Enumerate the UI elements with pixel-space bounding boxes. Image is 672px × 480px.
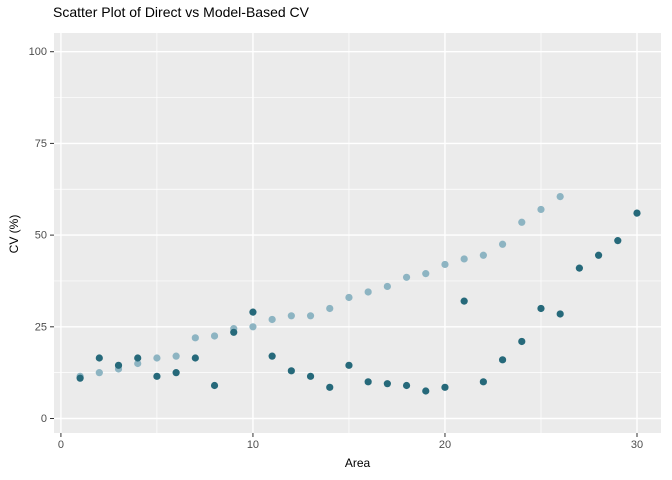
data-point-dark <box>518 337 526 346</box>
data-point-light <box>249 323 257 331</box>
data-point-dark <box>460 297 468 305</box>
data-point-light <box>191 334 199 342</box>
data-point-dark <box>383 380 391 388</box>
y-tick-label: 25 <box>35 321 47 333</box>
data-point-light <box>345 293 353 302</box>
data-point-dark <box>95 354 103 362</box>
data-point-light <box>441 260 449 269</box>
data-point-dark <box>345 361 353 369</box>
x-tick-label: 0 <box>58 439 64 451</box>
data-point-dark <box>633 209 641 217</box>
data-point-dark <box>364 378 372 386</box>
data-point-dark <box>268 352 276 360</box>
x-tick-label: 20 <box>439 439 451 451</box>
y-tick-label: 75 <box>35 138 47 150</box>
data-point-light <box>460 255 468 263</box>
data-point-dark <box>230 328 238 336</box>
y-axis-title: CV (%) <box>7 214 21 254</box>
data-point-dark <box>614 237 622 245</box>
y-tick-label: 0 <box>41 413 47 425</box>
data-point-dark <box>210 381 219 390</box>
data-point-dark <box>594 251 603 259</box>
data-point-light <box>537 205 545 214</box>
data-point-light <box>134 359 142 368</box>
data-point-dark <box>556 310 564 318</box>
data-point-dark <box>287 367 295 375</box>
data-point-light <box>306 312 315 320</box>
data-point-dark <box>422 387 430 395</box>
data-point-dark <box>441 383 449 391</box>
data-point-light <box>518 218 526 226</box>
data-point-dark <box>479 378 487 386</box>
data-point-light <box>422 270 430 278</box>
data-point-dark <box>498 356 507 364</box>
data-point-light <box>479 251 487 259</box>
data-point-dark <box>326 383 334 391</box>
data-point-light <box>287 312 295 320</box>
data-point-light <box>95 369 103 377</box>
data-point-dark <box>76 374 84 382</box>
data-point-dark <box>575 264 583 272</box>
y-tick-label: 100 <box>29 46 47 58</box>
x-tick-label: 30 <box>631 439 643 451</box>
data-point-dark <box>191 354 199 362</box>
data-point-dark <box>114 361 123 369</box>
data-point-light <box>172 352 180 360</box>
data-point-dark <box>402 381 411 390</box>
data-point-light <box>364 288 372 296</box>
data-point-light <box>556 192 564 201</box>
data-point-dark <box>153 372 161 380</box>
data-point-light <box>402 273 411 281</box>
y-tick-label: 50 <box>35 230 47 242</box>
data-point-light <box>326 304 334 313</box>
data-point-light <box>210 332 219 340</box>
data-point-dark <box>249 308 257 316</box>
data-point-dark <box>134 354 142 362</box>
data-point-dark <box>306 372 315 380</box>
data-point-dark <box>537 304 545 313</box>
x-axis-title: Area <box>344 456 371 470</box>
x-tick-label: 10 <box>247 439 259 451</box>
data-point-light <box>498 240 507 248</box>
data-point-light <box>153 354 161 362</box>
panel-background <box>54 33 661 433</box>
data-point-light <box>268 315 276 324</box>
data-point-dark <box>172 369 180 377</box>
chart-title: Scatter Plot of Direct vs Model-Based CV <box>53 4 309 20</box>
data-point-light <box>383 282 391 291</box>
